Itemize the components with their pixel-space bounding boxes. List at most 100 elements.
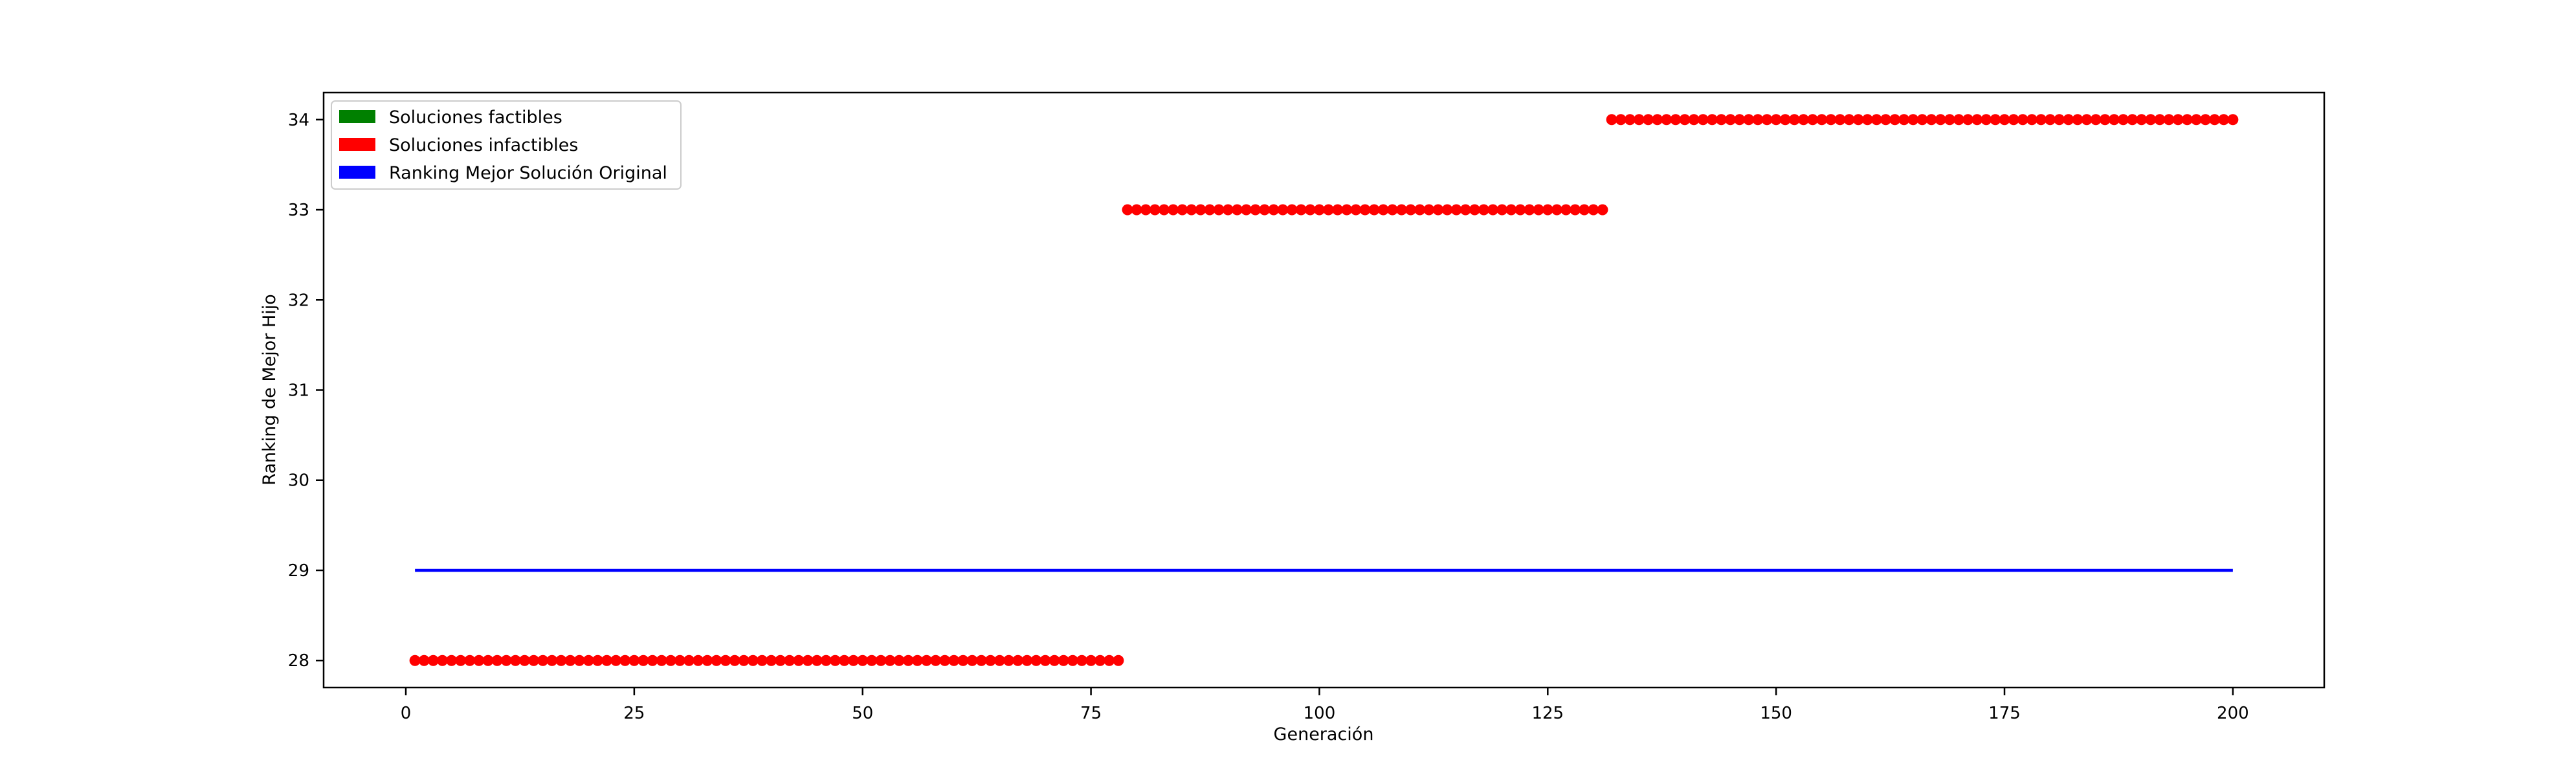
data-point — [1414, 204, 1426, 216]
data-point — [1944, 114, 1955, 126]
data-point — [1350, 204, 1362, 216]
y-axis-label: Ranking de Mejor Hijo — [260, 294, 280, 486]
data-point — [1204, 204, 1216, 216]
x-tick-label: 100 — [1304, 704, 1336, 723]
data-point — [2218, 114, 2230, 126]
data-point — [1797, 114, 1809, 126]
data-point — [2017, 114, 2028, 126]
data-point — [1880, 114, 1892, 126]
data-point — [1186, 204, 1197, 216]
data-point — [893, 655, 905, 666]
legend-label: Soluciones factibles — [389, 107, 562, 128]
x-axis: 0 25 50 75 100 125 150 175 200 — [401, 688, 2249, 723]
data-point — [564, 655, 576, 666]
data-point — [1752, 114, 1764, 126]
data-point — [2163, 114, 2175, 126]
data-point — [839, 655, 850, 666]
data-point — [509, 655, 521, 666]
data-point — [1935, 114, 1946, 126]
data-point — [1332, 204, 1344, 216]
data-point — [1149, 204, 1160, 216]
data-point — [1323, 204, 1335, 216]
data-point — [665, 655, 676, 666]
y-tick-label: 33 — [288, 201, 309, 220]
data-point — [1688, 114, 1700, 126]
y-tick-label: 34 — [288, 111, 309, 130]
data-point — [2008, 114, 2019, 126]
legend-box — [331, 100, 682, 190]
data-point — [1250, 204, 1261, 216]
data-point — [647, 655, 658, 666]
data-point — [1679, 114, 1691, 126]
data-point — [2200, 114, 2212, 126]
data-point — [592, 655, 603, 666]
data-point — [1825, 114, 1837, 126]
data-point — [573, 655, 585, 666]
data-point — [747, 655, 759, 666]
data-point — [1843, 114, 1855, 126]
data-point — [482, 655, 494, 666]
legend-label: Ranking Mejor Solución Original — [389, 163, 667, 183]
y-tick-label: 29 — [288, 561, 309, 581]
data-point — [409, 655, 421, 666]
data-point — [784, 655, 795, 666]
data-point — [2054, 114, 2065, 126]
data-point — [427, 655, 439, 666]
data-point — [1094, 655, 1106, 666]
data-point — [638, 655, 649, 666]
data-point — [1524, 204, 1535, 216]
data-point — [546, 655, 558, 666]
data-point — [1012, 655, 1024, 666]
data-point — [1140, 204, 1151, 216]
data-point — [2209, 114, 2221, 126]
data-point — [957, 655, 969, 666]
data-point — [1386, 204, 1398, 216]
data-point — [1542, 204, 1553, 216]
data-point — [1515, 204, 1526, 216]
data-point — [1898, 114, 1910, 126]
data-point — [766, 655, 777, 666]
data-point — [1834, 114, 1846, 126]
data-point — [1871, 114, 1882, 126]
data-point — [857, 655, 869, 666]
data-point — [793, 655, 805, 666]
x-tick-label: 200 — [2217, 704, 2249, 723]
data-point — [1231, 204, 1243, 216]
x-tick-label: 0 — [401, 704, 412, 723]
data-point — [1168, 204, 1179, 216]
data-point — [2136, 114, 2148, 126]
data-point — [1423, 204, 1435, 216]
data-point — [2181, 114, 2193, 126]
data-point — [1377, 204, 1389, 216]
data-point — [555, 655, 567, 666]
data-point — [1761, 114, 1773, 126]
data-point — [1807, 114, 1819, 126]
data-point — [2045, 114, 2056, 126]
data-point — [1259, 204, 1271, 216]
data-point — [1715, 114, 1727, 126]
data-point — [1213, 204, 1225, 216]
data-point — [1441, 204, 1453, 216]
data-point — [1743, 114, 1755, 126]
data-point — [2117, 114, 2129, 126]
data-point — [1706, 114, 1718, 126]
data-point — [1661, 114, 1672, 126]
data-point — [1195, 204, 1206, 216]
data-point — [1159, 204, 1170, 216]
y-tick-label: 28 — [288, 651, 309, 671]
data-point — [2072, 114, 2083, 126]
data-point — [1058, 655, 1069, 666]
data-point — [1633, 114, 1645, 126]
data-point — [500, 655, 512, 666]
data-point — [711, 655, 722, 666]
data-point — [2172, 114, 2184, 126]
y-axis: 28 29 30 31 32 33 34 — [288, 111, 324, 671]
data-point — [1624, 114, 1636, 126]
data-point — [464, 655, 476, 666]
data-point — [1588, 204, 1599, 216]
data-point — [1241, 204, 1252, 216]
data-point — [1788, 114, 1800, 126]
data-point — [1697, 114, 1709, 126]
data-point — [994, 655, 1005, 666]
data-point — [1049, 655, 1060, 666]
